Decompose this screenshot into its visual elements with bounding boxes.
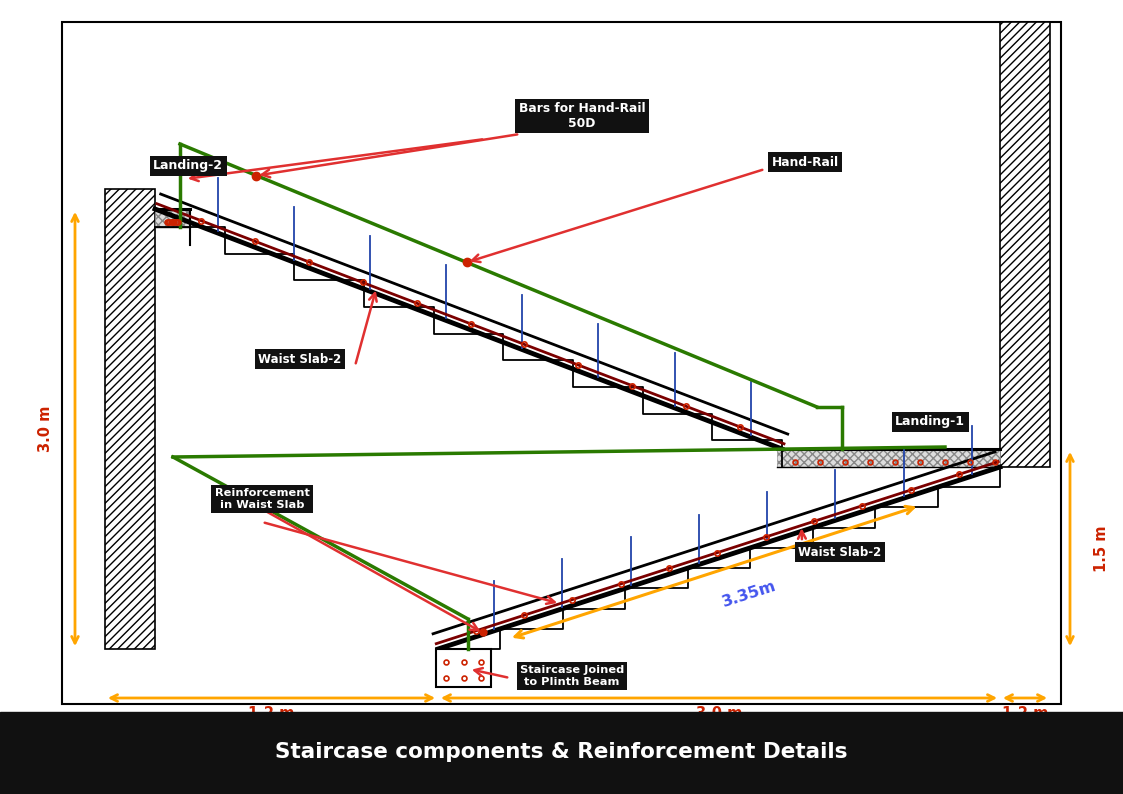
Text: 3.0 m: 3.0 m bbox=[696, 706, 742, 721]
Text: Landing-2: Landing-2 bbox=[153, 160, 223, 172]
Text: Landing-1: Landing-1 bbox=[895, 415, 965, 429]
Text: 1.2 m: 1.2 m bbox=[1002, 706, 1048, 721]
Text: 1.2 m: 1.2 m bbox=[248, 706, 294, 721]
Text: Staircase components & Reinforcement Details: Staircase components & Reinforcement Det… bbox=[275, 742, 848, 762]
Bar bbox=[436, 649, 491, 687]
Text: 1.5 m: 1.5 m bbox=[1095, 526, 1110, 572]
Text: Reinforcement
in Waist Slab: Reinforcement in Waist Slab bbox=[214, 488, 310, 510]
Text: Waist Slab-2: Waist Slab-2 bbox=[798, 545, 882, 558]
Text: Waist Slab-2: Waist Slab-2 bbox=[258, 353, 341, 365]
Text: Staircase Joined
to Plinth Beam: Staircase Joined to Plinth Beam bbox=[520, 665, 624, 687]
Bar bbox=[999, 22, 1050, 467]
Text: Hand-Rail: Hand-Rail bbox=[772, 156, 839, 168]
Bar bbox=[0, 712, 1123, 794]
Bar bbox=[777, 449, 999, 467]
Bar bbox=[104, 189, 155, 649]
Text: 3.0 m: 3.0 m bbox=[37, 406, 53, 453]
Bar bbox=[62, 22, 1061, 704]
Text: 3.35m: 3.35m bbox=[720, 578, 778, 610]
Bar bbox=[155, 209, 190, 227]
Text: Bars for Hand-Rail
50D: Bars for Hand-Rail 50D bbox=[519, 102, 646, 130]
